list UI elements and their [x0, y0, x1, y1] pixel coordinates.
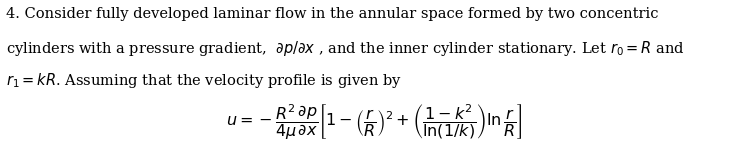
Text: $r_1 = kR$. Assuming that the velocity profile is given by: $r_1 = kR$. Assuming that the velocity p…: [6, 71, 402, 90]
Text: $u = -\dfrac{R^2}{4\mu}\dfrac{\partial p}{\partial x}\left[1-\left(\dfrac{r}{R}\: $u = -\dfrac{R^2}{4\mu}\dfrac{\partial p…: [226, 103, 522, 142]
Text: cylinders with a pressure gradient,  $\partial p/\partial x$ , and the inner cyl: cylinders with a pressure gradient, $\pa…: [6, 39, 685, 58]
Text: 4. Consider fully developed laminar flow in the annular space formed by two conc: 4. Consider fully developed laminar flow…: [6, 7, 658, 21]
